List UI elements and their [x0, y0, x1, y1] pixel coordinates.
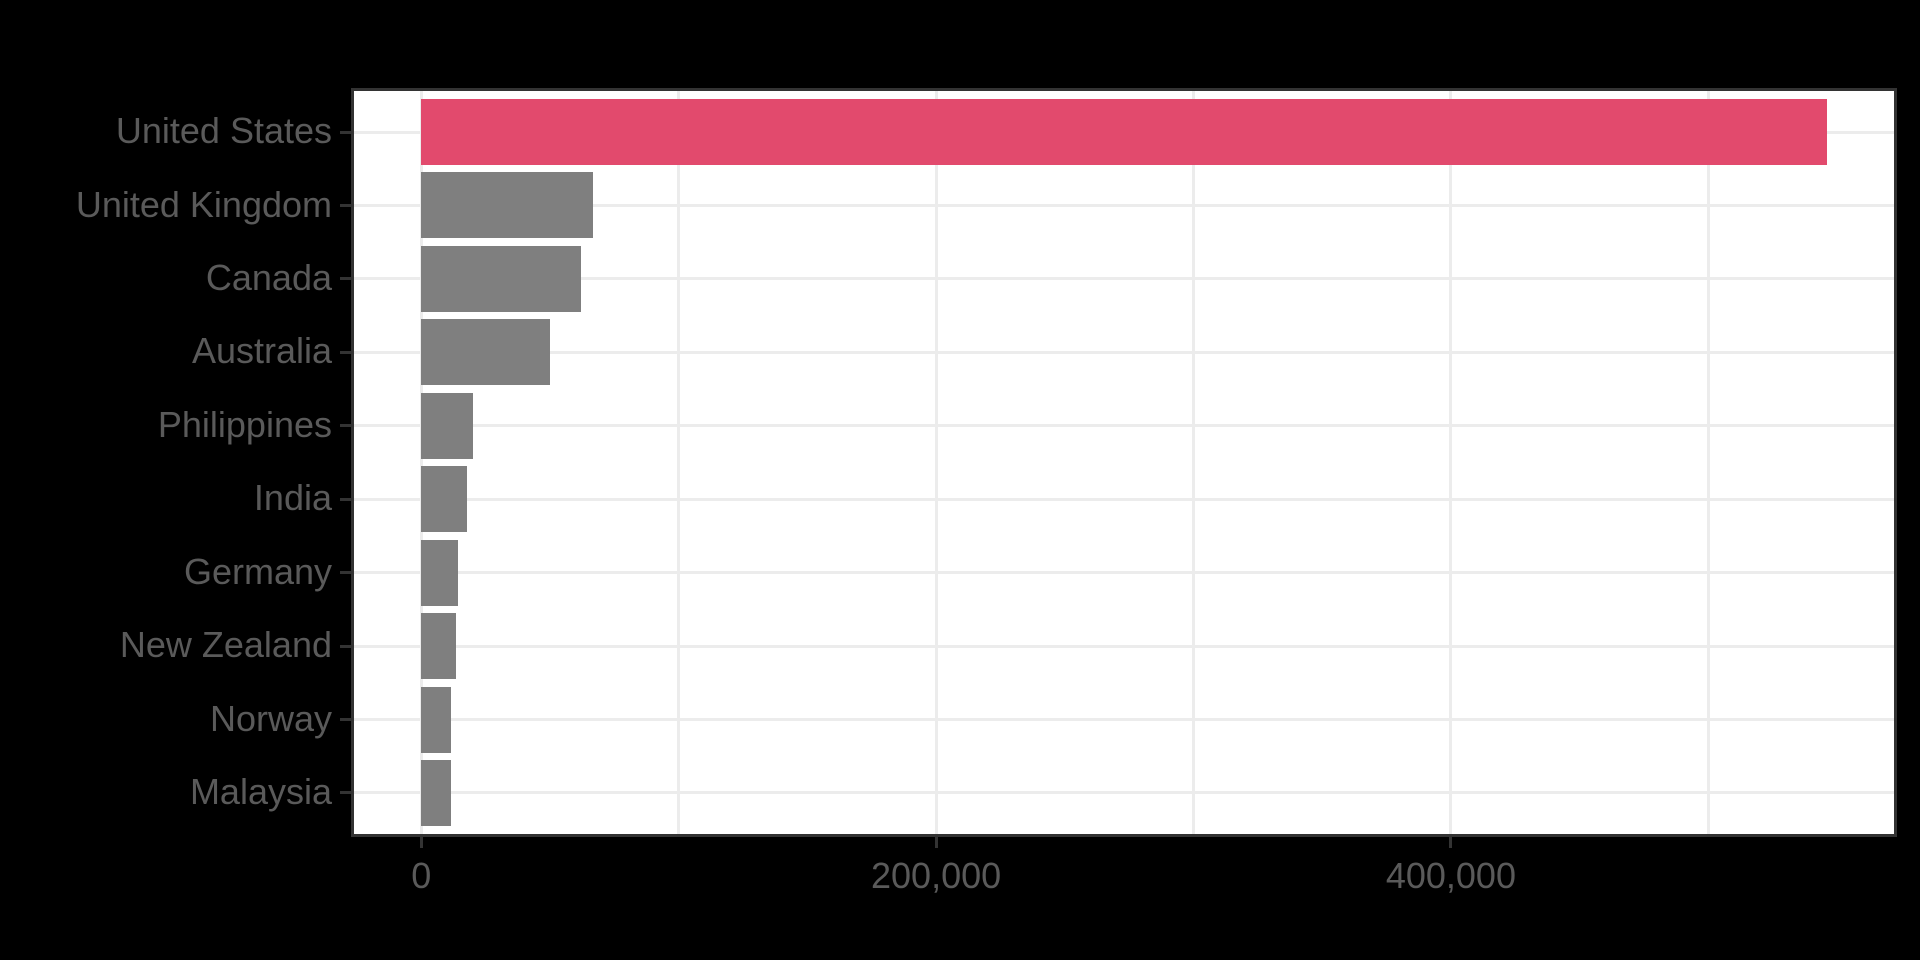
bar-philippines — [421, 392, 474, 459]
y-axis-label: India — [253, 477, 332, 519]
y-axis-tick — [340, 203, 351, 207]
y-axis-label: Malaysia — [189, 771, 332, 813]
bar-canada — [421, 245, 582, 312]
y-axis-label: Australia — [191, 330, 332, 372]
vertical-gridline — [1449, 91, 1453, 834]
horizontal-gridline — [354, 424, 1894, 428]
vertical-gridline — [677, 91, 681, 834]
y-axis-tick — [340, 424, 351, 428]
vertical-gridline — [419, 91, 423, 834]
horizontal-gridline — [354, 644, 1894, 648]
bar-india — [421, 466, 467, 533]
bar-united-kingdom — [421, 172, 593, 239]
vertical-gridline — [1192, 91, 1195, 834]
y-axis-label: United Kingdom — [75, 183, 332, 225]
y-axis-tick — [340, 571, 351, 575]
bar-norway — [421, 686, 451, 753]
y-axis-label: Norway — [209, 697, 332, 739]
horizontal-gridline — [354, 277, 1894, 281]
x-axis-tick-label: 400,000 — [1385, 855, 1516, 896]
horizontal-gridline — [354, 497, 1894, 501]
y-axis-tick — [340, 277, 351, 281]
y-axis-tick — [340, 350, 351, 354]
x-axis-tick — [419, 837, 423, 848]
y-axis-label: Germany — [183, 550, 332, 592]
bar-united-states — [421, 99, 1827, 166]
horizontal-gridline — [354, 791, 1894, 795]
x-axis-tick — [934, 837, 938, 848]
x-axis-tick-label: 0 — [411, 855, 432, 896]
y-axis-label: New Zealand — [119, 624, 332, 666]
y-axis-tick — [340, 718, 351, 721]
x-axis-tick-label: 200,000 — [871, 855, 1002, 896]
y-axis-label: Philippines — [157, 403, 332, 445]
bar-malaysia — [421, 759, 451, 826]
y-axis-tick — [340, 130, 351, 134]
vertical-gridline — [1706, 91, 1710, 834]
horizontal-gridline — [354, 203, 1894, 207]
bar-germany — [421, 539, 459, 606]
vertical-gridline — [934, 91, 938, 834]
bar-australia — [421, 319, 551, 386]
horizontal-gridline — [354, 571, 1894, 575]
y-axis-tick — [340, 791, 351, 795]
horizontal-gridline — [354, 718, 1894, 721]
y-axis-label: United States — [115, 110, 332, 152]
bar-new-zealand — [421, 613, 457, 680]
y-axis-tick — [340, 497, 351, 501]
x-axis-tick — [1449, 837, 1453, 848]
y-axis-tick — [340, 644, 351, 648]
plot-panel — [351, 88, 1897, 837]
y-axis-label: Canada — [205, 257, 332, 298]
horizontal-gridline — [354, 350, 1894, 354]
